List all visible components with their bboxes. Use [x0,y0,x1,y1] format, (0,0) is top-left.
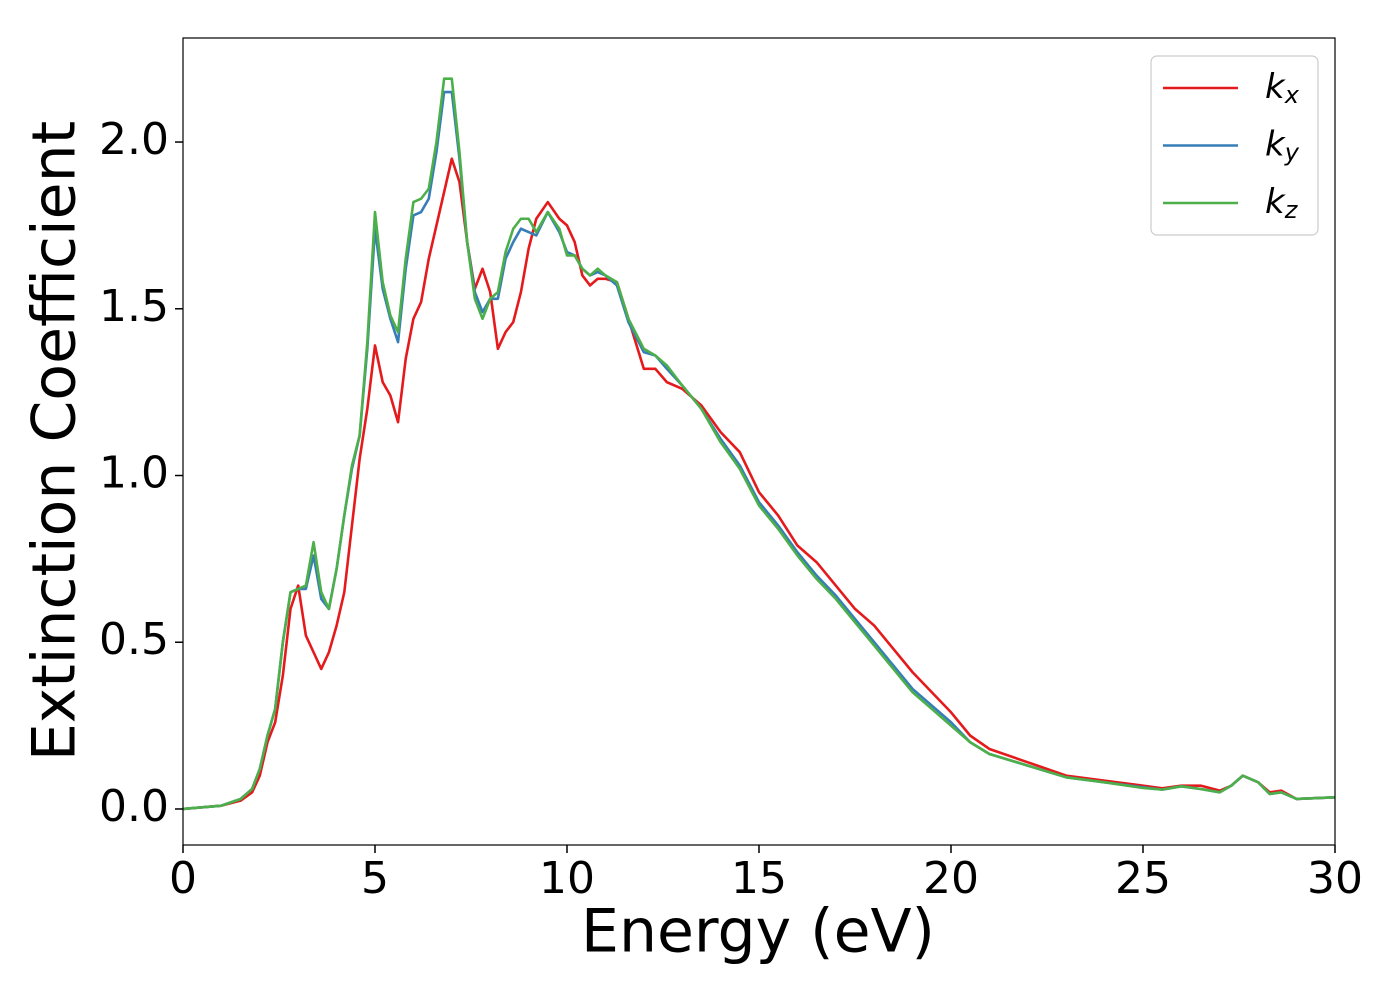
data-line [183,77,1335,811]
legend-label: ky [1265,124,1300,167]
x-axis-label: Energy (eV) [581,897,935,967]
data-line [183,157,1335,811]
y-tick-label: 0.0 [99,781,169,832]
plot-frame [182,37,1336,846]
y-tick-label: 0.5 [99,614,169,665]
legend-label: kz [1265,182,1299,225]
x-tick-label: 0 [169,853,197,904]
x-tick-label: 10 [539,853,595,904]
y-tick-label: 1.5 [99,281,169,332]
x-tick-label: 15 [731,853,787,904]
x-tick-label: 20 [923,853,979,904]
legend-label: kx [1265,67,1300,110]
y-tick-label: 1.0 [99,448,169,499]
y-tick-label: 2.0 [99,114,169,165]
y-axis-label: Extinction Coefficient [20,121,90,761]
x-tick-label: 5 [361,853,389,904]
x-tick-label: 25 [1115,853,1171,904]
x-tick-label: 30 [1307,853,1363,904]
